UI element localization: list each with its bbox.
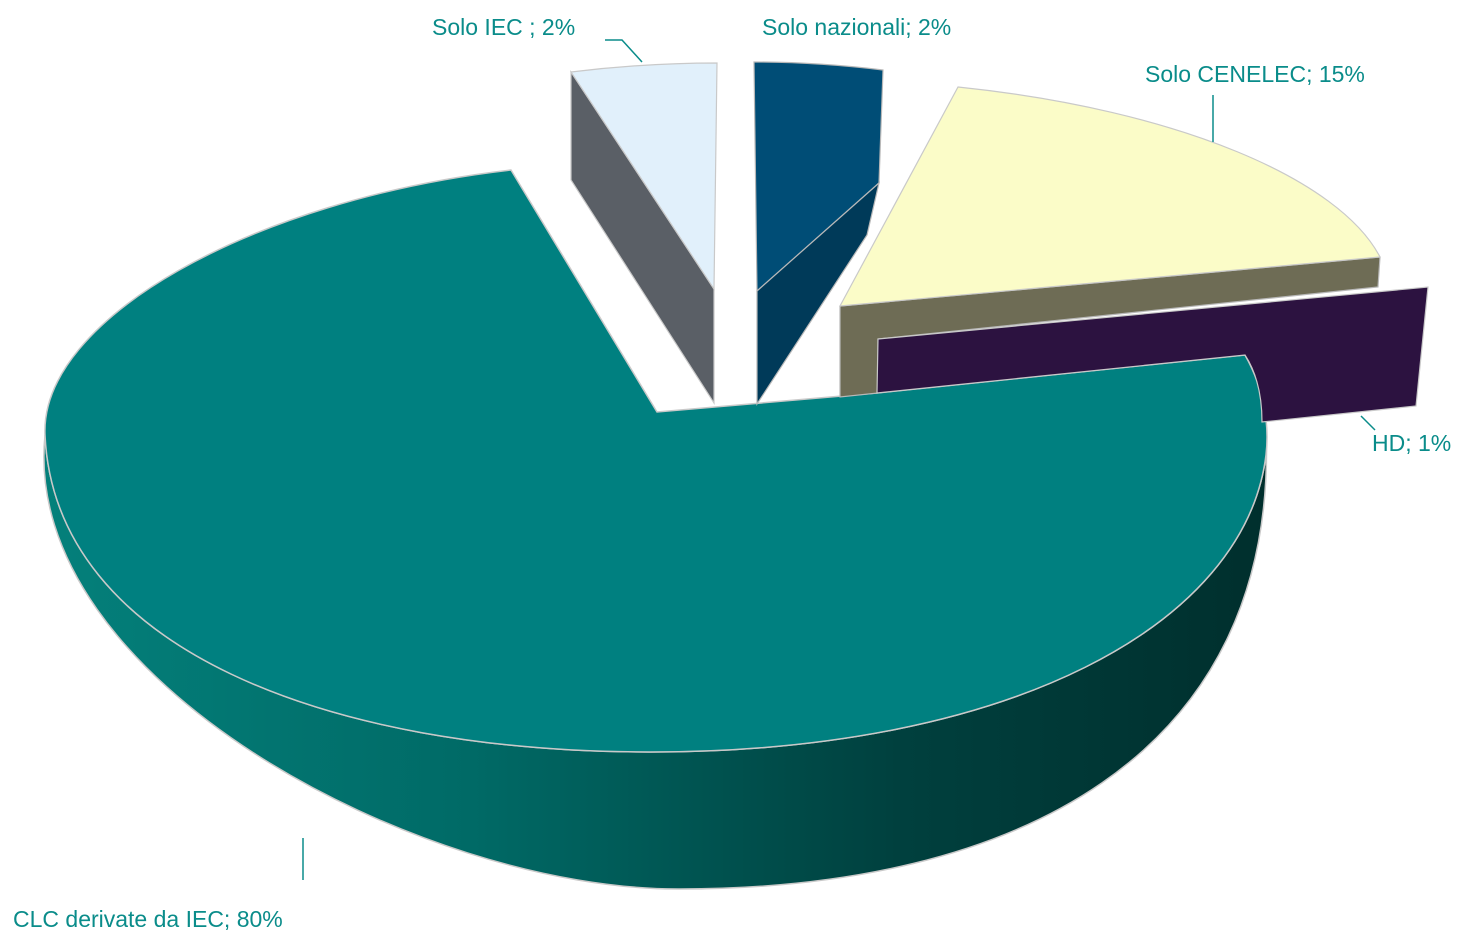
label-solo-nazionali: Solo nazionali; 2% — [762, 14, 951, 40]
label-solo-cenelec: Solo CENELEC; 15% — [1145, 61, 1365, 87]
leader-line-solo-iec — [605, 39, 643, 63]
slice-hd — [876, 286, 1429, 423]
label-hd: HD; 1% — [1372, 430, 1451, 456]
slice-solo-cenelec-top — [838, 86, 1381, 307]
leader-lines — [302, 39, 1376, 880]
label-clc-derivate-da-iec: CLC derivate da IEC; 80% — [13, 906, 283, 932]
label-solo-iec: Solo IEC ; 2% — [432, 14, 575, 40]
slice-hd-shape — [876, 286, 1429, 423]
slice-solo-nazionali — [753, 61, 884, 407]
slice-solo-nazionali-side — [756, 181, 881, 407]
slice-clc-derivate-da-iec — [43, 169, 1268, 890]
slice-clc-derivate-da-iec-top — [44, 169, 1268, 753]
leader-line-hd — [1360, 415, 1376, 431]
slice-solo-nazionali-top — [753, 61, 884, 293]
slice-solo-iec — [569, 62, 718, 406]
slice-solo-iec-top — [569, 62, 718, 291]
